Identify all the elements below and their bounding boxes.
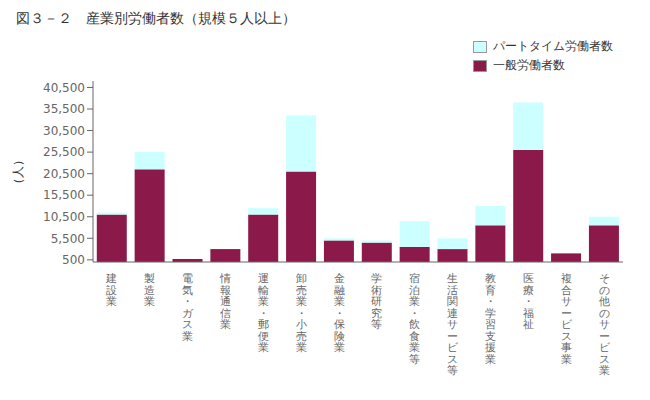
svg-text:運輸業・郵便業: 運輸業・郵便業: [258, 272, 269, 354]
html-text:一般労働者数: 一般労働者数: [493, 58, 565, 72]
svg-text:建設業: 建設業: [105, 272, 117, 308]
svg-text:その他のサービス業: その他のサービス業: [599, 272, 611, 377]
svg-text:金融業・保険業: 金融業・保険業: [334, 272, 345, 354]
svg-text:卸売業・小売業: 卸売業・小売業: [296, 272, 307, 354]
svg-text:教育・学習支援業: 教育・学習支援業: [485, 272, 496, 366]
svg-text:情報通信業: 情報通信業: [219, 272, 231, 331]
svg-text:生活関連サービス等: 生活関連サービス等: [447, 272, 459, 377]
svg-text:電気・ガス業: 電気・ガス業: [182, 272, 194, 343]
svg-text:20,500: 20,500: [43, 167, 85, 181]
svg-text:30,500: 30,500: [43, 124, 85, 138]
svg-text:10,500: 10,500: [43, 210, 85, 224]
svg-text:25,500: 25,500: [43, 145, 85, 159]
svg-text:医療・福祉: 医療・福祉: [523, 272, 534, 331]
svg-text:40,500: 40,500: [43, 81, 85, 95]
svg-text:宿泊業・飲食業等: 宿泊業・飲食業等: [409, 272, 420, 366]
svg-text:（人）: （人）: [11, 154, 25, 190]
svg-text:学術研究等: 学術研究等: [371, 272, 382, 331]
svg-text:15,500: 15,500: [43, 188, 85, 202]
html-text:パートタイム労働者数: パートタイム労働者数: [493, 39, 613, 53]
svg-text:500: 500: [62, 253, 85, 267]
svg-text:35,500: 35,500: [43, 102, 85, 116]
svg-text:製造業: 製造業: [144, 272, 155, 308]
html-text:図３－２ 産業別労働者数（規模５人以上）: 図３－２ 産業別労働者数（規模５人以上）: [16, 10, 296, 26]
svg-text:5,500: 5,500: [51, 232, 85, 246]
svg-text:複合サービス事業: 複合サービス事業: [561, 272, 573, 366]
